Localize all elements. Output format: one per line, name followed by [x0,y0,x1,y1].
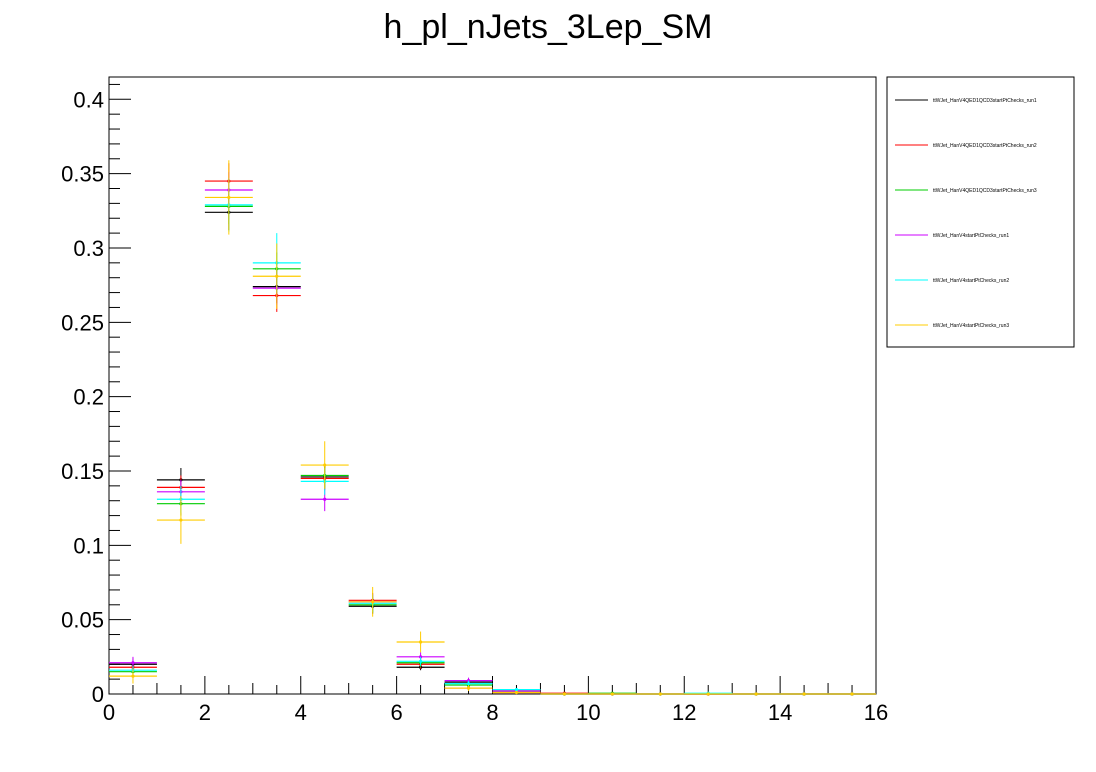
y-tick-label: 0.35 [61,162,104,187]
x-tick-label: 16 [864,700,888,725]
legend-entry: ttWJet_HanV4QED1QCD3startPtChecks_run1 [895,98,1037,104]
y-tick-label: 0.05 [61,608,104,633]
data-point [492,687,541,692]
y-tick-label: 0.25 [61,310,104,335]
x-tick-label: 4 [295,700,307,725]
legend-entry: ttWJet_HanV4startPtChecks_run3 [895,323,1009,329]
data-point [828,692,876,696]
series-5 [109,178,876,696]
data-point [252,243,301,309]
data-point [396,631,445,653]
series-1 [109,194,876,696]
legend: ttWJet_HanV4QED1QCD3startPtChecks_run1tt… [886,76,1075,348]
data-point [444,685,493,692]
legend-label: ttWJet_HanV4startPtChecks_run1 [933,233,1009,239]
x-tick-label: 0 [103,700,115,725]
data-point [348,586,397,617]
x-tick-label: 2 [199,700,211,725]
data-point [109,668,157,684]
legend-entry: ttWJet_HanV4startPtChecks_run1 [895,233,1009,239]
data-point [156,496,205,544]
data-point [540,692,589,696]
data-point [636,692,685,696]
x-tick-label: 6 [391,700,403,725]
data-series [109,160,876,696]
y-tick-label: 0.1 [73,533,104,558]
data-point [492,690,541,695]
data-point [588,692,637,696]
legend-box [886,76,1075,348]
legend-entry: ttWJet_HanV4QED1QCD3startPtChecks_run2 [895,143,1037,149]
legend-label: ttWJet_HanV4QED1QCD3startPtChecks_run1 [933,98,1037,104]
legend-label: ttWJet_HanV4QED1QCD3startPtChecks_run3 [933,188,1037,194]
legend-label: ttWJet_HanV4QED1QCD3startPtChecks_run2 [933,143,1037,149]
legend-label: ttWJet_HanV4startPtChecks_run3 [933,323,1009,329]
axis-tick-labels: 0 2 4 6 8 10 12 14 16 0 0.05 0.1 0.15 0.2 0.25 0.3 0.35 0… [61,87,888,725]
y-tick-label: 0.15 [61,459,104,484]
data-point [204,160,253,235]
legend-entry: ttWJet_HanV4startPtChecks_run2 [895,278,1009,284]
x-tick-label: 8 [486,700,498,725]
series-3 [109,188,876,696]
plot-frame [108,76,877,695]
axis-ticks [108,83,877,695]
y-tick-label: 0 [92,682,104,707]
series-6 [109,160,876,696]
chart-title: h_pl_nJets_3Lep_SM [384,8,713,46]
data-point [300,441,349,489]
data-point [396,656,445,666]
y-tick-label: 0.3 [73,236,104,261]
legend-label: ttWJet_HanV4startPtChecks_run2 [933,278,1009,284]
legend-entry: ttWJet_HanV4QED1QCD3startPtChecks_run3 [895,188,1037,194]
y-tick-label: 0.2 [73,385,104,410]
data-point [780,692,829,696]
series-2 [109,163,876,696]
series-4 [109,172,876,696]
data-point [684,692,733,696]
x-tick-label: 12 [672,700,696,725]
y-tick-label: 0.4 [73,87,104,112]
x-tick-label: 10 [576,700,600,725]
x-tick-label: 14 [768,700,792,725]
data-point [732,692,781,696]
